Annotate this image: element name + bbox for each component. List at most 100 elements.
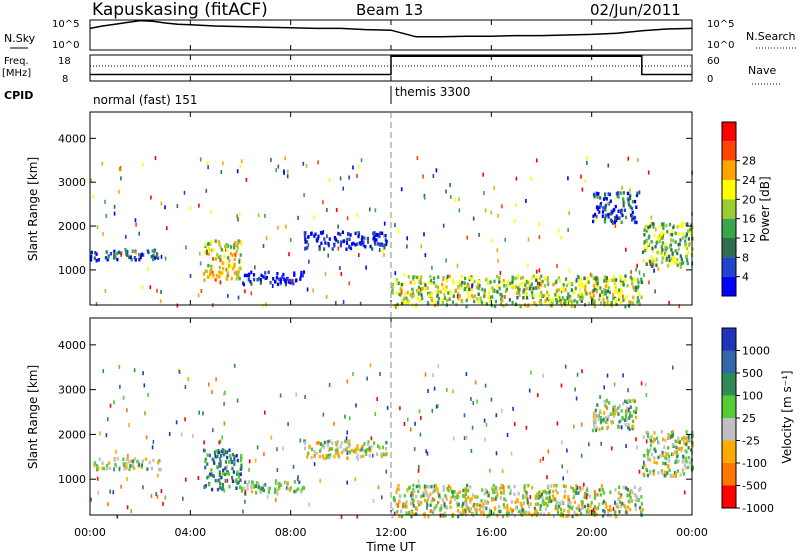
- heatmap-cell: [211, 457, 214, 461]
- heatmap-cell: [628, 203, 631, 207]
- heatmap-cell: [601, 501, 604, 505]
- heatmap-cell: [596, 414, 599, 418]
- heatmap-cell: [356, 242, 359, 246]
- heatmap-cell: [617, 412, 620, 416]
- heatmap-cell: [604, 415, 607, 420]
- heatmap-cell: [480, 504, 484, 509]
- heatmap-cell: [330, 447, 333, 451]
- heatmap-cell: [617, 290, 620, 295]
- heatmap-cell: [417, 484, 421, 488]
- heatmap-cell: [150, 254, 153, 259]
- heatmap-cell: [606, 302, 610, 306]
- heatmap-cell: [491, 286, 494, 290]
- heatmap-speck: [485, 422, 488, 427]
- heatmap-cell: [407, 486, 411, 490]
- heatmap-cell: [372, 236, 375, 241]
- heatmap-cell: [665, 258, 668, 262]
- heatmap-cell: [554, 293, 557, 297]
- heatmap-speck: [198, 203, 200, 208]
- colorbar-swatch: [722, 141, 736, 161]
- heatmap-cell: [571, 514, 574, 519]
- heatmap-cell: [496, 492, 499, 497]
- heatmap-speck: [285, 224, 287, 229]
- heatmap-speck: [636, 263, 638, 268]
- heatmap-cell: [415, 494, 418, 499]
- heatmap-cell: [412, 293, 415, 298]
- heatmap-cell: [540, 301, 543, 306]
- heatmap-cell: [397, 502, 400, 507]
- heatmap-speck: [581, 187, 584, 192]
- heatmap-cell: [691, 466, 694, 470]
- heatmap-cell: [674, 261, 678, 265]
- heatmap-cell: [606, 425, 609, 429]
- heatmap-cell: [668, 254, 671, 259]
- heatmap-cell: [562, 297, 565, 302]
- heatmap-speck: [142, 162, 144, 167]
- heatmap-speck: [620, 425, 623, 430]
- heatmap-speck: [625, 444, 627, 449]
- heatmap-cell: [363, 236, 366, 240]
- heatmap-speck: [239, 164, 241, 169]
- heatmap-cell: [411, 492, 414, 496]
- heatmap-cell: [226, 271, 229, 275]
- heatmap-cell: [653, 447, 656, 451]
- heatmap-cell: [567, 292, 570, 296]
- heatmap-cell: [570, 506, 573, 511]
- heatmap-cell: [212, 257, 215, 261]
- heatmap-speck: [277, 225, 279, 230]
- heatmap-cell: [246, 486, 249, 491]
- heatmap-cell: [625, 215, 628, 220]
- heatmap-cell: [691, 443, 694, 448]
- heatmap-cell: [611, 303, 614, 308]
- heatmap-cell: [451, 490, 454, 494]
- heatmap-cell: [400, 509, 403, 514]
- heatmap-speck: [636, 445, 638, 450]
- heatmap-cell: [594, 420, 597, 425]
- heatmap-cell: [439, 495, 442, 500]
- heatmap-cell: [411, 289, 415, 293]
- heatmap-speck: [625, 247, 627, 252]
- heatmap-cell: [602, 295, 605, 299]
- heatmap-speck: [574, 387, 576, 392]
- heatmap-cell: [600, 290, 604, 294]
- heatmap-cell: [616, 216, 619, 220]
- heatmap-cell: [570, 304, 573, 308]
- heatmap-cell: [485, 490, 489, 494]
- heatmap-cell: [653, 460, 656, 464]
- heatmap-cell: [607, 508, 610, 513]
- heatmap-cell: [564, 299, 567, 303]
- heatmap-speck: [116, 514, 119, 519]
- heatmap-speck: [566, 469, 569, 474]
- heatmap-cell: [550, 303, 553, 308]
- heatmap-cell: [632, 410, 636, 414]
- heatmap-cell: [486, 280, 490, 284]
- heatmap-speck: [346, 379, 349, 384]
- heatmap-cell: [650, 261, 653, 265]
- heatmap-speck: [643, 273, 645, 277]
- heatmap-cell: [679, 473, 682, 477]
- heatmap-speck: [342, 186, 344, 191]
- heatmap-cell: [603, 275, 607, 279]
- heatmap-cell: [614, 297, 617, 302]
- heatmap-speck: [164, 205, 166, 210]
- heatmap-cell: [603, 400, 606, 404]
- heatmap-cell: [356, 444, 359, 448]
- heatmap-cell: [589, 509, 592, 513]
- heatmap-cell: [235, 486, 238, 490]
- heatmap-cell: [473, 495, 476, 499]
- heatmap-cell: [640, 295, 643, 299]
- heatmap-cell: [157, 461, 160, 465]
- heatmap-cell: [232, 266, 235, 271]
- heatmap-cell: [638, 292, 641, 297]
- heatmap-cell: [633, 287, 636, 292]
- heatmap-cell: [594, 212, 597, 217]
- heatmap-cell: [685, 450, 688, 454]
- heatmap-speck: [495, 451, 498, 456]
- heatmap-cell: [463, 287, 466, 292]
- heatmap-speck: [566, 448, 568, 453]
- heatmap-cell: [93, 461, 96, 465]
- heatmap-cell: [439, 508, 442, 512]
- colorbar-tick-label: 500: [742, 367, 763, 380]
- heatmap-cell: [604, 284, 607, 288]
